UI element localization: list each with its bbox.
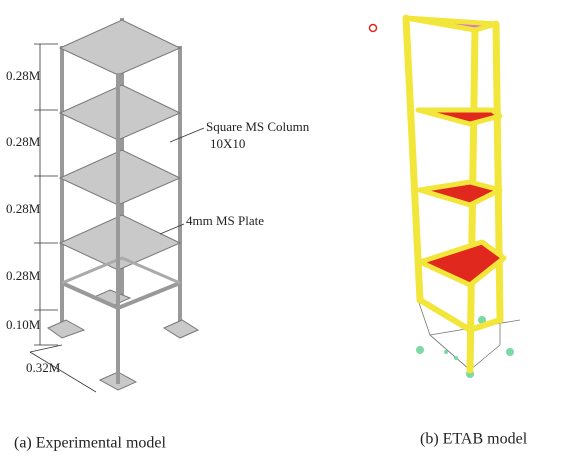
dimension-label: 0.10M (6, 317, 41, 332)
etab-model (370, 18, 521, 378)
dimension-label: 0.28M (6, 268, 41, 283)
caption: (a) Experimental model (14, 435, 166, 452)
dimension-label: 0.32M (26, 360, 61, 375)
experimental-model: 0.28M 0.28M 0.28M 0.28M 0.10M 0.32M Squa… (6, 20, 310, 392)
figure: 0.28M 0.28M 0.28M 0.28M 0.10M 0.32M Squa… (0, 0, 568, 472)
dimension-label: 0.28M (6, 134, 41, 149)
column-label: 10X10 (210, 136, 245, 151)
dimension-label: 0.28M (6, 68, 41, 83)
column-label: Square MS Column (206, 119, 310, 134)
plate-label: 4mm MS Plate (186, 213, 264, 228)
dimension-label: 0.28M (6, 201, 41, 216)
caption: (b) ETAB model (420, 431, 528, 448)
